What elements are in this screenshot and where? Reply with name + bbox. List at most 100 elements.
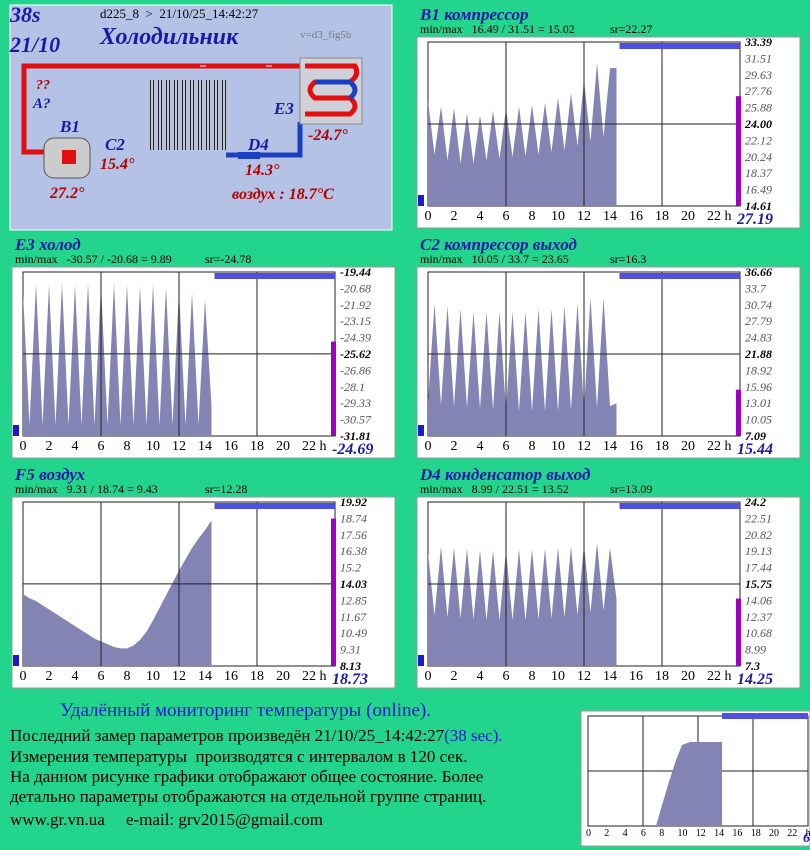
x-tick-label: 8 [529,439,536,454]
x-tick-label: 10 [551,669,565,684]
current-value: 27.19 [736,211,773,228]
x-tick-label: 10 [146,439,160,454]
y-tick-label: 22.51 [745,511,772,525]
current-bar [331,518,336,666]
mini-tick: 18 [751,828,761,839]
chart-title: D4 конденсатор выход [419,465,591,484]
y-tick-label: 30.74 [744,298,772,312]
current-bar [331,341,336,436]
x-tick-label: 2 [451,209,458,224]
y-tick-label: -21.92 [340,298,371,312]
y-tick-label: 7.3 [745,659,760,673]
mini-tick: 12 [696,828,706,839]
x-tick-label: 2 [451,669,458,684]
time-bar [619,43,740,49]
y-tick-label: 17.44 [745,561,772,575]
y-tick-label: 18.74 [340,511,367,525]
x-tick-label: 4 [477,669,484,684]
last-time: 21/10/25_14:42:27 [315,726,445,745]
y-tick-label: 15.75 [745,577,772,591]
x-tick-label: 0 [425,669,432,684]
y-tick-label: 25.88 [745,101,772,115]
current-bar [736,389,741,436]
mini-ticks: 0 2 4 6 8 10 12 14 16 18 20 22 h6 [586,828,810,846]
y-tick-label: 18.37 [745,166,773,180]
y-tick-label: 24.83 [745,331,772,345]
d4-sensor [238,152,260,159]
y-tick-label: 14.03 [340,577,367,591]
x-tick-label: 14 [198,669,212,684]
x-tick-label: 4 [72,439,79,454]
d4-temp: 14.3° [245,162,280,179]
x-tick-label: 8 [124,439,131,454]
time-bar [214,273,335,279]
y-tick-label: 19.92 [340,495,367,509]
mini-tick: 20 [769,828,779,839]
x-tick-label: 16 [224,669,238,684]
x-tick-label: 18 [655,669,669,684]
y-tick-label: 21.88 [744,347,772,361]
x-tick-label: 4 [477,439,484,454]
x-tick-label: 6 [503,669,510,684]
evap-coil-cold [315,79,358,100]
footer: Удалённый мониторинг температуры (online… [10,700,810,847]
time-bar [214,503,335,509]
x-tick-label: 12 [577,439,591,454]
chart-title: C2 компрессор выход [420,235,577,254]
y-tick-label: 10.49 [340,626,367,640]
time-bar [619,503,740,509]
version: v=d3_fig5b [300,29,352,41]
chart-title: F5 воздух [14,465,86,484]
title: Холодильник [99,24,239,50]
y-tick-label: 22.12 [745,133,772,147]
x-tick-label: 14 [603,669,617,684]
x-tick-label: 12 [172,669,186,684]
data-area [428,62,617,206]
current-bar [736,598,741,666]
condenser-hl [151,80,225,150]
chart-stats: min/max 16.49 / 31.51 = 15.02 [420,22,575,36]
y-tick-label: 15.96 [745,380,772,394]
chart-sr: sr=-24.78 [205,252,251,266]
x-tick-label: 22 h [707,669,732,684]
x-tick-label: 20 [276,439,290,454]
mini-tick: 22 [787,828,797,839]
mini-tick: 6 [641,828,646,839]
y-tick-label: 11.67 [340,610,367,624]
footer-line4: детально параметры отображаются на отдел… [10,787,486,806]
y-tick-label: 14.61 [745,199,772,213]
y-tick-label: 16.49 [745,183,772,197]
e3-label: E3 [273,99,294,118]
marker [418,655,424,666]
marker [418,195,424,206]
x-tick-label: 14 [603,209,617,224]
x-tick-label: 20 [276,669,290,684]
x-tick-label: 12 [577,669,591,684]
y-tick-label: 18.92 [745,363,772,377]
x-tick-label: 16 [629,439,643,454]
x-tick-label: 6 [503,439,510,454]
x-tick-label: 14 [198,439,212,454]
y-tick-label: -31.81 [340,429,371,443]
y-tick-label: 27.79 [745,314,772,328]
mini-tick: h [806,828,810,839]
e3-temp: -24.7° [308,127,348,144]
chart-stats: min/max 9.31 / 18.74 = 9.43 [15,482,158,496]
unknown-q: ?? [36,78,50,93]
device: d225_8 > 21/10/25_14:42:27 [100,6,259,21]
x-tick-label: 18 [250,439,264,454]
chart-stats: min/max 8.99 / 22.51 = 13.52 [420,482,569,496]
last-prefix: Последний замер параметров произведён [10,726,315,745]
x-tick-label: 2 [46,439,53,454]
y-tick-label: 29.63 [745,68,772,82]
current-bar [736,96,741,206]
c2-temp: 15.4° [100,156,135,173]
chart-sr: sr=22.27 [610,22,652,36]
x-tick-label: 8 [529,209,536,224]
marker [13,425,19,436]
x-tick-label: 8 [124,669,131,684]
x-tick-label: 0 [20,669,27,684]
